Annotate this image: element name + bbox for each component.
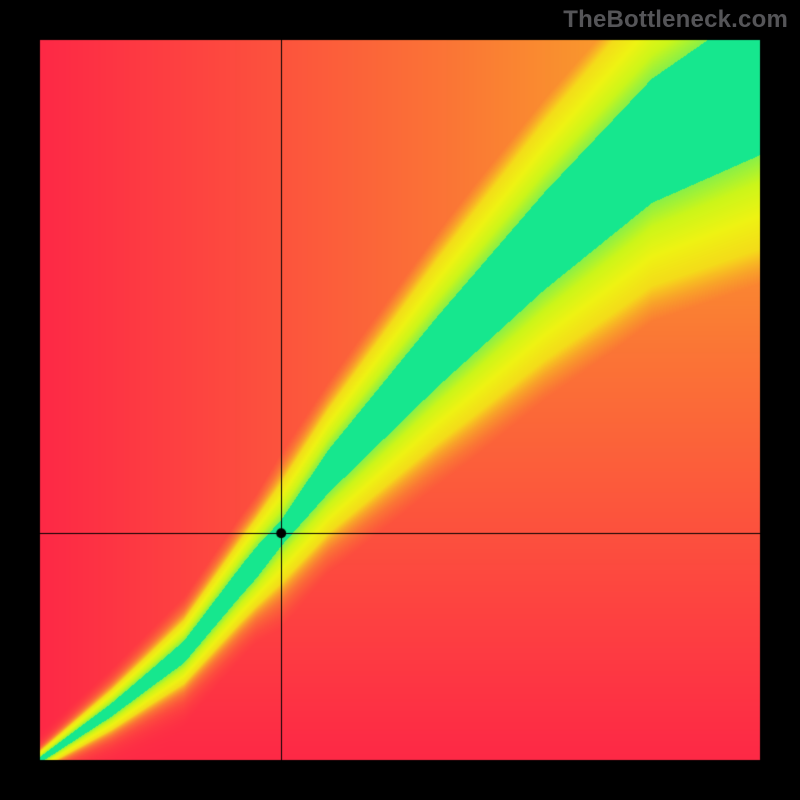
chart-container: TheBottleneck.com — [0, 0, 800, 800]
bottleneck-heatmap — [0, 0, 800, 800]
watermark-text: TheBottleneck.com — [563, 0, 800, 34]
